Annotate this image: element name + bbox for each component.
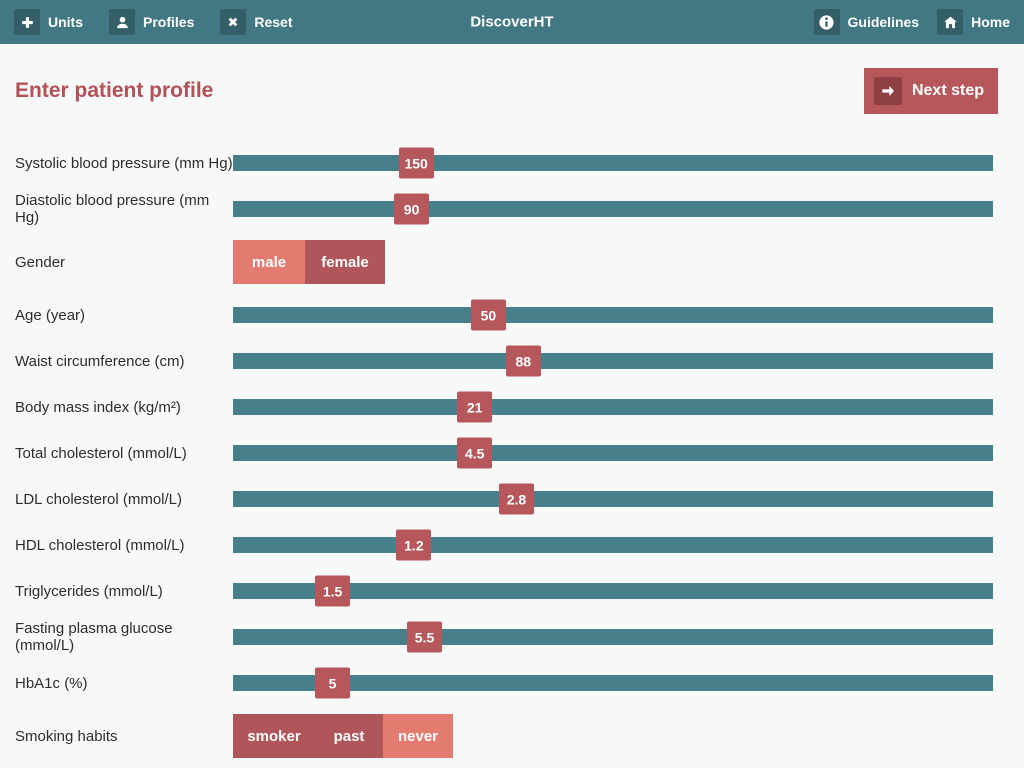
slider-handle[interactable]: 5 <box>315 667 351 699</box>
slider-handle[interactable]: 150 <box>398 147 434 179</box>
slider-track[interactable] <box>233 307 993 323</box>
person-icon <box>109 9 135 35</box>
slider-handle[interactable]: 90 <box>394 193 430 225</box>
main-content: Enter patient profile Next step Systolic… <box>0 68 1024 766</box>
slider-label: Systolic blood pressure (mm Hg) <box>15 154 233 172</box>
slider-row: Systolic blood pressure (mm Hg) 150 <box>0 140 1024 186</box>
slider-row: Fasting plasma glucose (mmol/L) 5.5 <box>0 614 1024 660</box>
toggle-option-male[interactable]: male <box>233 240 305 284</box>
slider: 5 <box>233 660 993 706</box>
slider-handle[interactable]: 88 <box>505 345 541 377</box>
slider: 150 <box>233 140 993 186</box>
slider-handle[interactable]: 5.5 <box>407 621 443 653</box>
nav-reset-label: Reset <box>254 14 293 30</box>
slider-label: Age (year) <box>15 306 86 324</box>
page-title: Enter patient profile <box>15 79 214 102</box>
slider-track[interactable] <box>233 675 993 691</box>
nav-guidelines-button[interactable]: Guidelines <box>813 9 920 35</box>
slider-track[interactable] <box>233 155 993 171</box>
slider-row: HDL cholesterol (mmol/L) 1.2 <box>0 522 1024 568</box>
slider-label: Body mass index (kg/m²) <box>15 398 181 416</box>
slider: 21 <box>233 384 993 430</box>
slider: 2.8 <box>233 476 993 522</box>
slider-row: LDL cholesterol (mmol/L) 2.8 <box>0 476 1024 522</box>
slider-track[interactable] <box>233 353 993 369</box>
next-step-label: Next step <box>911 82 984 99</box>
slider-track[interactable] <box>233 399 993 415</box>
slider-handle[interactable]: 1.5 <box>315 575 351 607</box>
home-icon <box>937 9 964 35</box>
slider: 88 <box>233 338 993 384</box>
navbar: Units Profiles Reset DiscoverHT Guidelin… <box>0 0 1024 44</box>
nav-home-label: Home <box>971 14 1010 30</box>
nav-home-button[interactable]: Home <box>937 9 1010 35</box>
slider: 4.5 <box>233 430 993 476</box>
slider-row: Waist circumference (cm) 88 <box>0 338 1024 384</box>
arrow-right-icon <box>873 77 902 105</box>
slider-label: Waist circumference (cm) <box>15 352 185 370</box>
plus-icon <box>14 9 40 35</box>
slider-handle[interactable]: 21 <box>457 391 493 423</box>
toggle-option-smoker[interactable]: smoker <box>233 714 315 758</box>
toggle-group: smoker past never <box>233 714 453 758</box>
nav-guidelines-label: Guidelines <box>847 14 920 30</box>
slider-track[interactable] <box>233 445 993 461</box>
slider-handle[interactable]: 2.8 <box>498 483 534 515</box>
slider-label: Diastolic blood pressure (mm Hg) <box>15 192 210 226</box>
slider-handle[interactable]: 4.5 <box>457 437 493 469</box>
slider-label: Fasting plasma glucose (mmol/L) <box>15 620 173 654</box>
toggle-label: Smoking habits <box>15 727 118 745</box>
close-icon <box>220 9 247 35</box>
slider-row: Total cholesterol (mmol/L) 4.5 <box>0 430 1024 476</box>
toggle-option-never[interactable]: never <box>383 714 453 758</box>
slider: 90 <box>233 186 993 232</box>
patient-form: Systolic blood pressure (mm Hg) 150 Dias… <box>0 140 1024 766</box>
slider-track[interactable] <box>233 537 993 553</box>
slider-label: LDL cholesterol (mmol/L) <box>15 490 182 508</box>
nav-units-label: Units <box>48 14 83 30</box>
slider-track[interactable] <box>233 629 993 645</box>
slider-row: Body mass index (kg/m²) 21 <box>0 384 1024 430</box>
slider-row: Diastolic blood pressure (mm Hg) 90 <box>0 186 1024 232</box>
toggle-row: Smoking habits smoker past never <box>0 706 1024 766</box>
next-step-button[interactable]: Next step <box>863 68 998 114</box>
navbar-left-group: Units Profiles Reset <box>14 9 293 35</box>
slider-row: HbA1c (%) 5 <box>0 660 1024 706</box>
app-title: DiscoverHT <box>470 13 554 31</box>
nav-profiles-label: Profiles <box>143 14 195 30</box>
slider: 1.2 <box>233 522 993 568</box>
slider-handle[interactable]: 50 <box>470 299 506 331</box>
nav-profiles-button[interactable]: Profiles <box>109 9 194 35</box>
slider-handle[interactable]: 1.2 <box>396 529 432 561</box>
slider-row: Age (year) 50 <box>0 292 1024 338</box>
slider-track[interactable] <box>233 583 993 599</box>
toggle-group: male female <box>233 240 385 284</box>
slider-row: Triglycerides (mmol/L) 1.5 <box>0 568 1024 614</box>
slider-track[interactable] <box>233 491 993 507</box>
slider-label: Total cholesterol (mmol/L) <box>15 444 187 462</box>
nav-units-button[interactable]: Units <box>14 9 83 35</box>
slider-label: HDL cholesterol (mmol/L) <box>15 536 185 554</box>
slider-label: Triglycerides (mmol/L) <box>15 582 163 600</box>
page-header: Enter patient profile Next step <box>15 68 998 114</box>
slider: 1.5 <box>233 568 993 614</box>
info-icon <box>813 9 840 35</box>
toggle-option-past[interactable]: past <box>315 714 383 758</box>
slider: 50 <box>233 292 993 338</box>
navbar-right-group: Guidelines Home <box>813 9 1010 35</box>
slider-track[interactable] <box>233 201 993 217</box>
toggle-label: Gender <box>15 253 66 271</box>
toggle-row: Gender male female <box>0 232 1024 292</box>
slider-label: HbA1c (%) <box>15 674 88 692</box>
slider: 5.5 <box>233 614 993 660</box>
nav-reset-button[interactable]: Reset <box>220 9 293 35</box>
toggle-option-female[interactable]: female <box>305 240 385 284</box>
